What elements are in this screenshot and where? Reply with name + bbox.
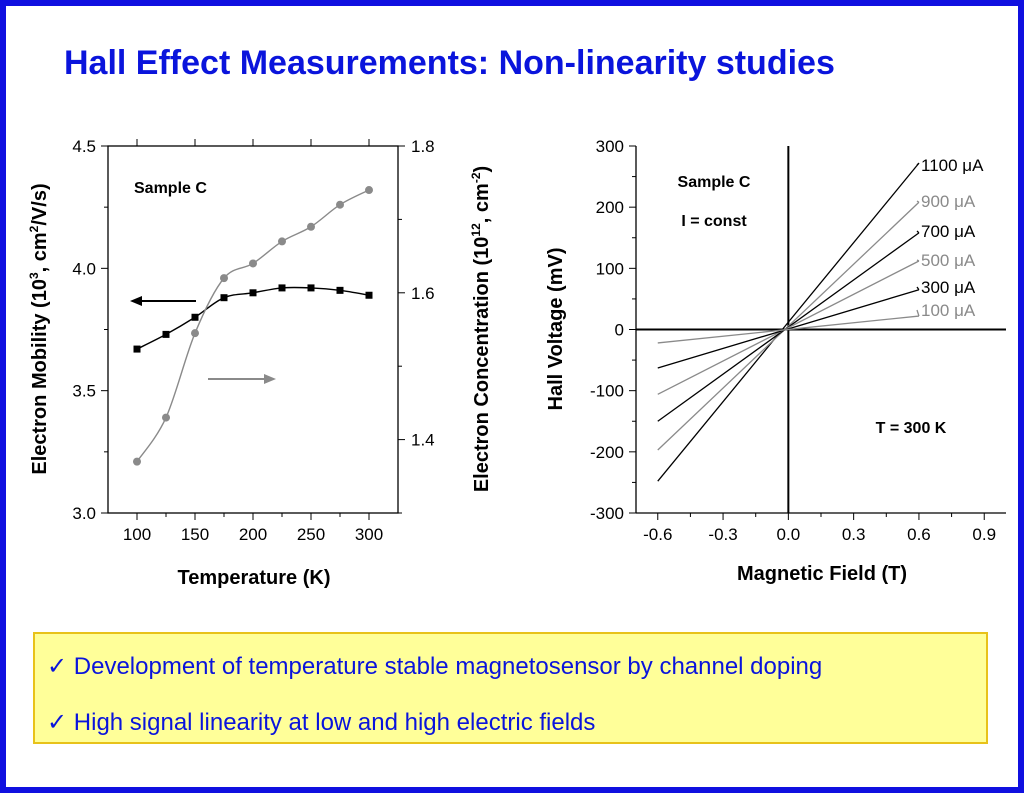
x-tick-label: 200: [239, 525, 267, 544]
x-tick-label: -0.6: [643, 525, 672, 544]
chart1-y-left-label: Electron Mobility (103, cm2/V/s): [27, 183, 51, 474]
hall-voltage-line-extension: [916, 162, 920, 166]
y-left-tick-label: 3.5: [72, 382, 96, 401]
chart1-y-left-label-mid: , cm: [29, 232, 51, 272]
bullet-text: Development of temperature stable magnet…: [73, 653, 823, 680]
mobility-point: [365, 291, 373, 299]
mobility-point: [249, 289, 257, 297]
mobility-point: [336, 286, 344, 294]
mobility-point: [220, 294, 228, 302]
concentration-point: [133, 457, 141, 466]
series-label: 700 μA: [921, 222, 976, 241]
concentration-point: [220, 274, 228, 283]
y-right-tick-label: 1.6: [411, 284, 435, 303]
left-axis-arrow-head: [130, 296, 142, 306]
chart1-y-left-label-sup1: 3: [27, 272, 41, 279]
chart1-y-right-label-sup1: 12: [469, 223, 483, 237]
chart2-annotation-current: I = const: [681, 213, 747, 230]
right-axis-arrow-head: [264, 374, 276, 384]
mobility-point: [191, 313, 199, 321]
chart1-y-right-label-mid: , cm: [471, 183, 493, 223]
x-tick-label: 150: [181, 525, 209, 544]
x-tick-label: -0.3: [708, 525, 737, 544]
concentration-point: [336, 200, 344, 209]
concentration-point: [365, 186, 373, 195]
chart1-y-right-label: Electron Concentration (1012, cm-2): [469, 166, 493, 492]
hall-voltage-line-extension: [916, 259, 920, 262]
chart2-marks: [657, 162, 920, 482]
concentration-point: [278, 237, 286, 246]
x-tick-label: 0.3: [842, 525, 866, 544]
series-label: 500 μA: [921, 251, 976, 270]
mobility-point: [278, 284, 286, 292]
chart1-x-axis-label: Temperature (K): [178, 567, 331, 589]
bullet-item: ✓ High signal linearity at low and high …: [47, 708, 595, 737]
check-icon: ✓: [47, 709, 68, 736]
hall-voltage-chart: -0.6 -0.3 0.0 0.3 0.6 0.9 -300 -200 -100 0 100 200 3…: [545, 137, 1006, 585]
y-tick-label: 100: [596, 259, 624, 278]
hall-voltage-line-extension: [916, 309, 920, 317]
hall-voltage-line: [657, 162, 920, 482]
y-right-tick-label: 1.4: [411, 431, 435, 450]
x-tick-label: 0.9: [972, 525, 996, 544]
chart2-ticks: -0.6 -0.3 0.0 0.3 0.6 0.9 -300 -200 -100 0 100 200 3…: [590, 137, 996, 544]
y-tick-label: -100: [590, 382, 624, 401]
chart1-y-left-label-main: Electron Mobility (10: [29, 279, 51, 475]
concentration-point: [307, 222, 315, 231]
x-tick-label: 300: [355, 525, 383, 544]
mobility-point: [162, 330, 170, 338]
hall-voltage-line-extension: [916, 286, 920, 291]
summary-box: ✓ Development of temperature stable magn…: [33, 632, 988, 744]
chart1-y-right-label-main: Electron Concentration (10: [471, 237, 493, 493]
y-left-tick-label: 4.5: [72, 137, 96, 156]
chart2-x-axis-label: Magnetic Field (T): [737, 563, 907, 585]
series-label: 1100 μA: [921, 156, 984, 175]
y-tick-label: -200: [590, 443, 624, 462]
chart1-marks: [133, 186, 373, 466]
chart1-ticks: 100 150 200 250 300 3.0 3.5 4.0 4.5 1.4 1.6 1.8: [72, 137, 434, 544]
concentration-point: [162, 413, 170, 422]
chart1-y-right-label-end: ): [471, 166, 493, 173]
y-tick-label: -300: [590, 504, 624, 523]
x-tick-label: 100: [123, 525, 151, 544]
chart2-annotation-temperature: T = 300 K: [876, 420, 947, 437]
chart1-annotation: Sample C: [134, 180, 207, 197]
mobility-point: [307, 284, 315, 292]
series-label: 900 μA: [921, 192, 976, 211]
chart1-y-right-label-sup2: -2: [469, 172, 483, 183]
check-icon: ✓: [47, 653, 68, 680]
y-tick-label: 0: [615, 321, 624, 340]
y-left-tick-label: 3.0: [72, 504, 96, 523]
concentration-point: [191, 329, 199, 338]
chart1-y-left-label-end: /V/s): [29, 183, 51, 225]
bullet-item: ✓ Development of temperature stable magn…: [47, 652, 822, 681]
hall-voltage-line: [657, 315, 920, 344]
concentration-point: [249, 259, 257, 268]
x-tick-label: 250: [297, 525, 325, 544]
chart2-y-axis-label: Hall Voltage (mV): [545, 248, 567, 411]
bullet-text: High signal linearity at low and high el…: [73, 709, 596, 736]
y-left-tick-label: 4.0: [72, 259, 96, 278]
x-tick-label: 0.6: [907, 525, 931, 544]
hall-voltage-line-extension: [916, 200, 920, 203]
hall-voltage-line-extension: [916, 230, 920, 234]
series-label: 300 μA: [921, 278, 976, 297]
slide-title: Hall Effect Measurements: Non-linearity …: [64, 44, 835, 82]
chart2-legend: 1100 μA 900 μA 700 μA 500 μA 300 μA 100 μA: [921, 156, 984, 320]
chart2-annotation-sample: Sample C: [678, 174, 751, 191]
x-tick-label: 0.0: [777, 525, 801, 544]
y-tick-label: 200: [596, 198, 624, 217]
series-label: 100 μA: [921, 301, 976, 320]
chart1-y-left-label-sup2: 2: [27, 225, 41, 232]
hall-voltage-line: [657, 201, 920, 451]
y-tick-label: 300: [596, 137, 624, 156]
temperature-chart: 100 150 200 250 300 3.0 3.5 4.0 4.5 1.4 1.6 1.8 Sam…: [27, 137, 493, 589]
mobility-point: [133, 345, 141, 353]
hall-voltage-line: [657, 260, 920, 395]
y-right-tick-label: 1.8: [411, 137, 435, 156]
